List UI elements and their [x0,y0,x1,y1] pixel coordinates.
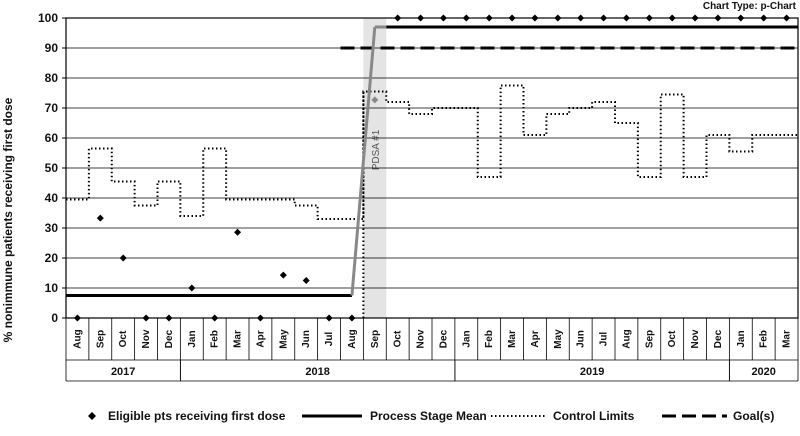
y-tick-label: 40 [45,191,59,205]
x-tick-label: Jun [301,330,312,348]
x-tick-label: Nov [141,329,152,348]
data-point [96,214,104,222]
x-tick-label: Feb [484,330,495,348]
data-point [371,96,379,104]
legend-label: Control Limits [553,409,635,423]
y-tick-label: 20 [45,251,59,265]
data-point [302,277,310,284]
legend-label: Process Stage Mean [370,409,487,423]
y-tick-label: 0 [51,311,58,325]
x-tick-label: Aug [621,329,632,348]
x-tick-label: Aug [347,329,358,348]
x-tick-label: Jan [461,330,472,347]
x-tick-label: Dec [164,329,175,348]
y-tick-label: 100 [38,11,58,25]
y-tick-label: 30 [45,221,59,235]
data-point [234,228,242,236]
process-mean-transition [350,26,377,296]
x-tick-label: Oct [667,330,678,347]
x-tick-label: Feb [759,330,770,348]
legend: Eligible pts receiving first dose Process… [88,409,774,423]
plot-area: PDSA #1 [66,14,798,322]
x-tick-label: Sep [95,330,106,348]
x-tick-label: Oct [118,330,129,347]
legend-diamond-icon [88,412,96,420]
control-limits-line [66,84,798,220]
x-tick-label: Mar [507,330,518,348]
axes: 0 10 20 30 40 50 60 70 80 90 100 Aug Sep Oct Nov Dec Jan… [38,11,799,382]
x-tick-label: Mar [782,330,793,348]
y-tick-label: 10 [45,281,59,295]
x-tick-label: Sep [370,330,381,348]
x-tick-label: Jul [599,332,610,347]
x-tick-label: Jan [187,330,198,347]
year-label: 2020 [751,366,775,378]
x-tick-label: Aug [72,329,83,348]
x-tick-label: Feb [210,330,221,348]
x-tick-label: Apr [255,330,266,347]
y-tick-label: 60 [45,131,59,145]
legend-label: Eligible pts receiving first dose [108,409,286,423]
x-tick-label: Nov [416,329,427,348]
year-label: 2018 [305,366,329,378]
x-tick-label: Jun [576,330,587,348]
pdsa-annotation: PDSA #1 [371,129,382,170]
x-tick-label: May [278,329,289,349]
legend-label: Goal(s) [733,409,774,423]
data-point [188,284,196,292]
x-tick-label: Nov [690,329,701,348]
chart-type-label: Chart Type: p-Chart [703,1,797,12]
data-point [279,271,287,279]
y-tick-label: 90 [45,41,59,55]
x-tick-label: Apr [530,330,541,347]
x-tick-label: Oct [393,330,404,347]
y-tick-label: 70 [45,101,59,115]
x-tick-label: Sep [644,330,655,348]
x-tick-label: Jan [736,330,747,347]
year-label: 2019 [580,366,604,378]
y-axis-title: % nonimmune patients receiving first dos… [1,97,15,342]
x-tick-label: Mar [233,330,244,348]
x-tick-label: May [553,329,564,349]
data-point [119,254,127,262]
y-tick-label: 80 [45,71,59,85]
y-tick-label: 50 [45,161,59,175]
x-tick-label: Jul [324,332,335,347]
x-tick-label: Dec [713,329,724,348]
x-tick-label: Dec [438,329,449,348]
year-label: 2017 [111,366,135,378]
